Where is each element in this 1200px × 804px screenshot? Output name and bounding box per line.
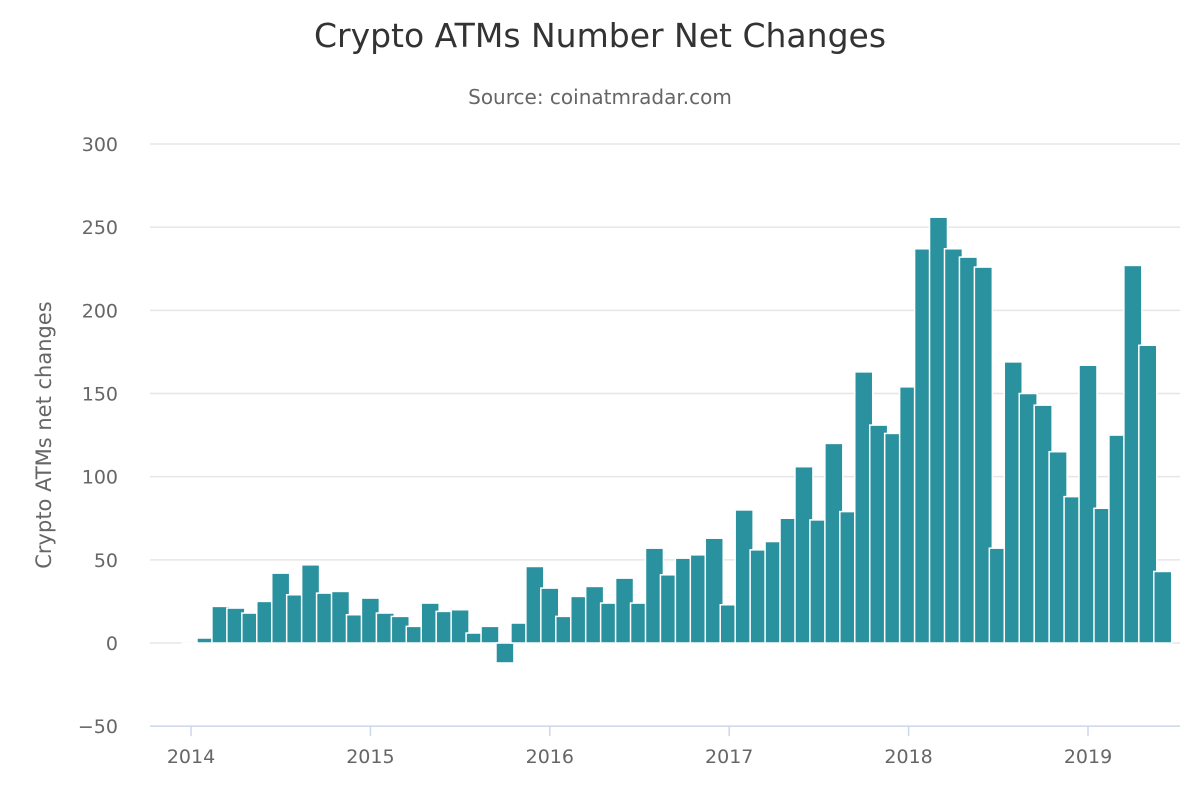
bar[interactable] <box>480 625 500 644</box>
x-tick-label: 2014 <box>167 746 215 768</box>
x-tick-label: 2019 <box>1064 746 1112 768</box>
bar[interactable] <box>1138 344 1158 644</box>
y-axis-title: Crypto ATMs net changes <box>32 301 56 568</box>
y-tick-label: 250 <box>82 217 118 239</box>
y-tick-label: 300 <box>82 134 118 156</box>
x-tick-label: 2016 <box>526 746 574 768</box>
x-tick-label: 2015 <box>346 746 394 768</box>
x-tick-label: 2018 <box>884 746 932 768</box>
y-tick-label: 50 <box>94 550 118 572</box>
y-tick-label: 0 <box>106 633 118 655</box>
bar[interactable] <box>450 608 470 644</box>
chart-subtitle: Source: coinatmradar.com <box>468 85 732 109</box>
x-tick-label: 2017 <box>705 746 753 768</box>
y-tick-label: 150 <box>82 384 118 406</box>
bar[interactable] <box>1078 364 1098 644</box>
bar[interactable] <box>495 642 515 664</box>
bar[interactable] <box>1153 570 1173 644</box>
chart-title: Crypto ATMs Number Net Changes <box>314 16 886 55</box>
y-tick-label: −50 <box>78 716 118 738</box>
bar[interactable] <box>973 266 994 644</box>
bar[interactable] <box>704 537 724 644</box>
y-tick-label: 200 <box>82 300 118 322</box>
y-tick-label: 100 <box>82 467 118 489</box>
bar[interactable] <box>540 587 560 644</box>
